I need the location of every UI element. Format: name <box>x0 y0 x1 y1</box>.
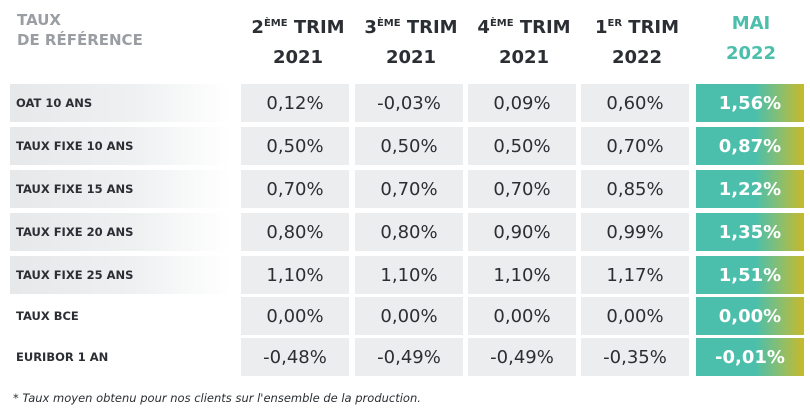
table-row: TAUX FIXE 20 ANS 0,80% 0,80% 0,90% 0,99%… <box>0 213 810 251</box>
rate-cell: 0,99% <box>581 213 689 251</box>
corner-title-line2: DE RÉFÉRENCE <box>17 31 143 49</box>
rate-cell: 0,70% <box>241 170 349 208</box>
rate-cell: 1,10% <box>241 256 349 294</box>
table-corner-title: TAUX DE RÉFÉRENCE <box>17 10 143 50</box>
column-header-q4-2021: 4ÈME TRIM 2021 <box>467 10 581 72</box>
column-header-suffix: ÈME <box>376 18 401 29</box>
column-header-word: TRIM <box>628 17 680 38</box>
rate-cell: 0,50% <box>355 127 463 165</box>
column-header-q3-2021: 3ÈME TRIM 2021 <box>354 10 468 72</box>
row-label: TAUX BCE <box>16 309 79 323</box>
footnote: * Taux moyen obtenu pour nos clients sur… <box>13 391 421 405</box>
table-row: TAUX FIXE 15 ANS 0,70% 0,70% 0,70% 0,85%… <box>0 170 810 208</box>
rate-cell: -0,48% <box>241 338 349 376</box>
column-header-month: MAI <box>731 13 771 34</box>
column-header-number: 2 <box>251 17 264 38</box>
rate-cell: 0,00% <box>355 297 463 335</box>
rate-cell: 1,17% <box>581 256 689 294</box>
column-header-number: 4 <box>477 17 490 38</box>
table-row: TAUX BCE 0,00% 0,00% 0,00% 0,00% 0,00% <box>0 297 810 335</box>
rate-cell: 1,10% <box>468 256 576 294</box>
column-header-word: TRIM <box>406 17 458 38</box>
rate-cell: 0,09% <box>468 84 576 122</box>
rate-cell: 0,80% <box>355 213 463 251</box>
rate-cell-highlight: 1,51% <box>696 256 804 294</box>
rate-cell-highlight: 0,87% <box>696 127 804 165</box>
column-header-word: TRIM <box>293 17 345 38</box>
rate-cell: 0,00% <box>241 297 349 335</box>
column-header-year: 2022 <box>611 47 663 68</box>
row-label: TAUX FIXE 15 ANS <box>10 170 231 208</box>
table-row: TAUX FIXE 25 ANS 1,10% 1,10% 1,10% 1,17%… <box>0 256 810 294</box>
column-header-suffix: ER <box>607 18 623 29</box>
column-header-number: 1 <box>594 17 608 38</box>
rate-cell: 0,50% <box>468 127 576 165</box>
rate-cell: -0,49% <box>355 338 463 376</box>
rate-cell: 0,12% <box>241 84 349 122</box>
row-label: TAUX FIXE 25 ANS <box>10 256 231 294</box>
rate-cell: 0,00% <box>581 297 689 335</box>
rate-cell: 0,70% <box>581 127 689 165</box>
column-header-suffix: ÈME <box>489 18 514 29</box>
column-header-suffix: ÈME <box>263 18 288 29</box>
rate-cell: 0,60% <box>581 84 689 122</box>
rate-cell: 1,10% <box>355 256 463 294</box>
row-label: OAT 10 ANS <box>10 84 231 122</box>
table-row: EURIBOR 1 AN -0,48% -0,49% -0,49% -0,35%… <box>0 338 810 376</box>
column-header-q1-2022: 1ER TRIM 2022 <box>580 10 694 72</box>
rate-cell: 0,80% <box>241 213 349 251</box>
rate-cell: 0,70% <box>355 170 463 208</box>
rate-cell: 0,70% <box>468 170 576 208</box>
corner-title-line1: TAUX <box>17 11 61 29</box>
rate-cell: 0,90% <box>468 213 576 251</box>
column-header-q2-2021: 2ÈME TRIM 2021 <box>241 10 355 72</box>
rate-cell: -0,49% <box>468 338 576 376</box>
rate-cell: 0,00% <box>468 297 576 335</box>
row-label: TAUX FIXE 10 ANS <box>10 127 231 165</box>
table-row: OAT 10 ANS 0,12% -0,03% 0,09% 0,60% 1,56… <box>0 84 810 122</box>
column-header-year: 2022 <box>725 43 777 64</box>
column-header-number: 3 <box>364 17 377 38</box>
rate-cell-highlight: -0,01% <box>696 338 804 376</box>
column-header-year: 2021 <box>385 47 437 68</box>
column-header-word: TRIM <box>519 17 571 38</box>
column-header-may-2022: MAI 2022 <box>694 10 808 68</box>
rate-cell: -0,03% <box>355 84 463 122</box>
rate-cell: 0,85% <box>581 170 689 208</box>
row-label: EURIBOR 1 AN <box>16 350 109 364</box>
rate-cell: -0,35% <box>581 338 689 376</box>
rate-cell-highlight: 1,22% <box>696 170 804 208</box>
rate-cell: 0,50% <box>241 127 349 165</box>
table-row: TAUX FIXE 10 ANS 0,50% 0,50% 0,50% 0,70%… <box>0 127 810 165</box>
column-header-year: 2021 <box>498 47 550 68</box>
column-header-year: 2021 <box>272 47 324 68</box>
rate-cell-highlight: 1,35% <box>696 213 804 251</box>
rate-cell-highlight: 0,00% <box>696 297 804 335</box>
rate-cell-highlight: 1,56% <box>696 84 804 122</box>
row-label: TAUX FIXE 20 ANS <box>10 213 231 251</box>
